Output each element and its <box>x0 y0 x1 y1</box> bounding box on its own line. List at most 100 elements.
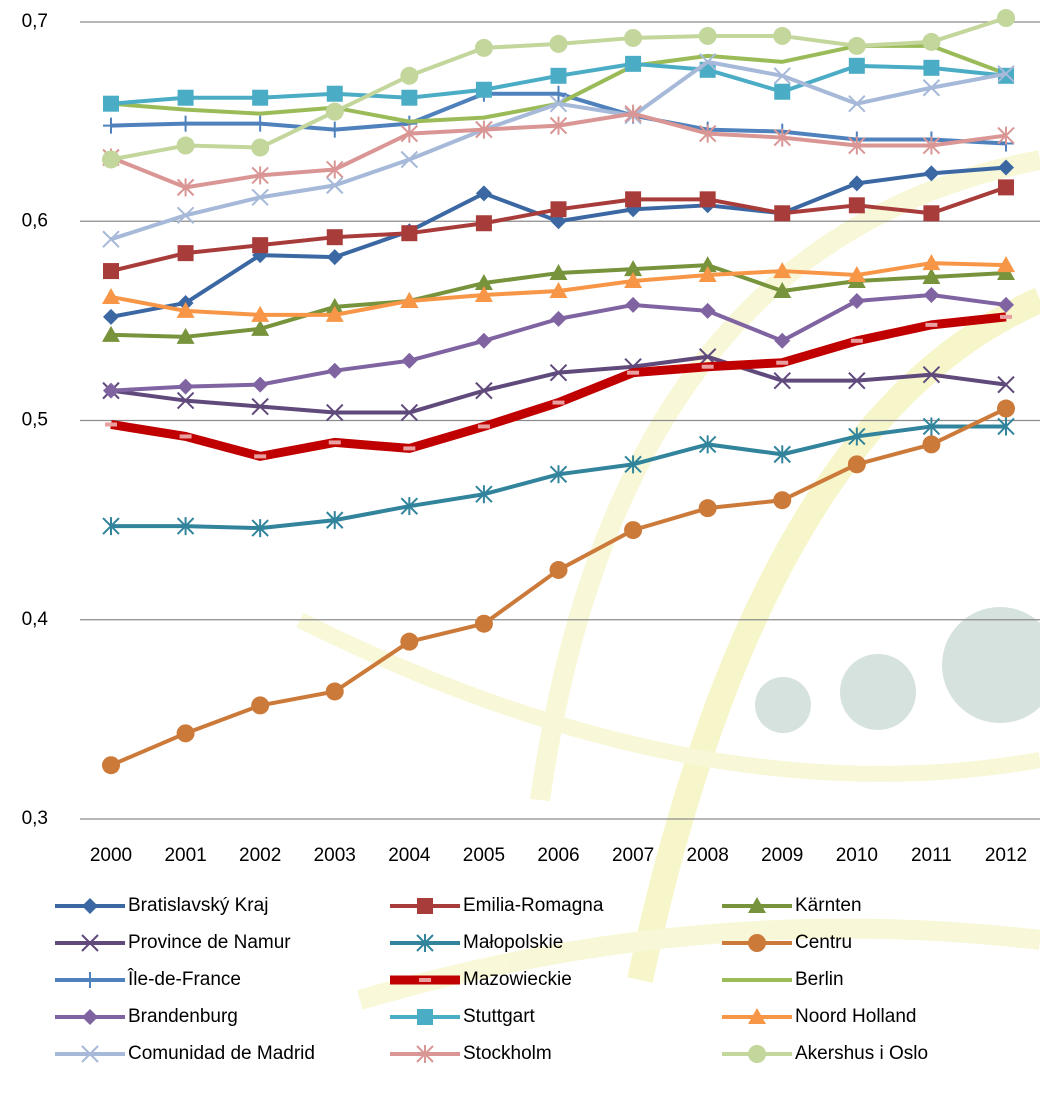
marker <box>550 310 567 327</box>
x-tick-label: 2006 <box>537 845 579 866</box>
marker <box>400 291 419 308</box>
marker <box>773 445 791 464</box>
legend-marker <box>82 898 98 914</box>
legend-item: Comunidad de Madrid <box>55 1043 315 1064</box>
series <box>102 399 1015 775</box>
marker <box>698 26 717 45</box>
legend-label: Mazowieckie <box>463 969 572 990</box>
x-tick-label: 2010 <box>836 845 878 866</box>
marker <box>177 245 194 262</box>
legend-label: Île-de-France <box>127 968 241 990</box>
marker <box>549 264 568 281</box>
legend-item: Stuttgart <box>390 1006 536 1027</box>
marker <box>773 67 791 85</box>
legend-label: Brandenburg <box>128 1006 238 1027</box>
marker <box>103 308 119 325</box>
marker <box>922 79 941 97</box>
marker <box>922 268 941 285</box>
marker <box>176 391 195 410</box>
legend-marker <box>416 1045 434 1063</box>
marker <box>475 215 492 232</box>
marker <box>326 229 343 246</box>
marker <box>699 302 716 319</box>
legend-label: Emilia-Romagna <box>463 895 604 916</box>
series <box>102 417 1015 538</box>
marker <box>847 455 866 474</box>
legend-label: Kärnten <box>795 895 862 916</box>
marker <box>922 365 941 384</box>
marker <box>922 254 941 271</box>
marker <box>326 362 343 379</box>
legend-marker <box>748 1045 766 1063</box>
x-tick-label: 2001 <box>164 845 206 866</box>
marker <box>624 521 643 540</box>
marker <box>625 55 642 72</box>
series <box>103 286 1014 399</box>
series <box>102 104 1015 197</box>
marker <box>326 85 343 102</box>
marker <box>774 83 791 100</box>
marker <box>177 115 194 132</box>
marker <box>325 682 344 701</box>
marker <box>326 160 344 179</box>
marker <box>103 117 119 134</box>
series <box>102 9 1015 169</box>
marker <box>252 89 269 106</box>
marker <box>550 67 567 84</box>
marker <box>922 32 941 51</box>
marker <box>549 560 568 579</box>
marker <box>475 185 492 202</box>
marker <box>550 201 567 218</box>
legend-item: Province de Namur <box>55 932 291 953</box>
marker <box>923 165 940 182</box>
marker <box>848 57 865 74</box>
legend-marker <box>419 978 431 982</box>
marker <box>251 188 269 207</box>
legend-marker <box>416 934 434 952</box>
marker <box>176 206 195 224</box>
marker <box>102 150 120 169</box>
marker <box>698 53 717 71</box>
legend-marker <box>82 1009 98 1025</box>
marker <box>773 491 792 510</box>
marker <box>103 95 119 112</box>
x-tick-label: 2011 <box>911 845 952 866</box>
legend-item: Brandenburg <box>55 1006 238 1027</box>
marker <box>474 285 493 302</box>
legend-item: Île-de-France <box>55 968 241 990</box>
marker <box>179 434 192 439</box>
marker <box>922 417 941 436</box>
marker <box>698 256 717 273</box>
marker <box>549 94 568 113</box>
marker <box>326 403 344 422</box>
marker <box>252 376 269 393</box>
legend-label: Małopolskie <box>463 932 563 953</box>
marker <box>400 124 419 143</box>
legend-item: Akershus i Oslo <box>722 1043 928 1064</box>
marker <box>475 120 493 139</box>
marker <box>475 81 492 98</box>
marker <box>549 363 568 382</box>
marker <box>251 305 270 322</box>
marker <box>326 511 344 530</box>
marker <box>773 26 792 45</box>
marker <box>102 325 120 342</box>
marker <box>997 256 1015 273</box>
x-tick-label: 2009 <box>761 845 803 866</box>
marker <box>251 696 270 715</box>
legend-label: Stockholm <box>463 1043 552 1064</box>
marker <box>549 465 568 484</box>
marker <box>475 332 492 349</box>
y-tick-label: 0,5 <box>22 410 48 431</box>
marker <box>252 115 269 132</box>
marker <box>997 65 1015 83</box>
x-tick-label: 2000 <box>90 845 132 866</box>
marker <box>477 424 490 429</box>
legend-marker <box>417 898 433 914</box>
marker <box>847 266 866 283</box>
marker <box>625 296 642 313</box>
marker <box>998 159 1014 176</box>
x-tick-label: 2003 <box>314 845 356 866</box>
marker <box>698 266 717 283</box>
legend-label: Comunidad de Madrid <box>128 1043 315 1064</box>
